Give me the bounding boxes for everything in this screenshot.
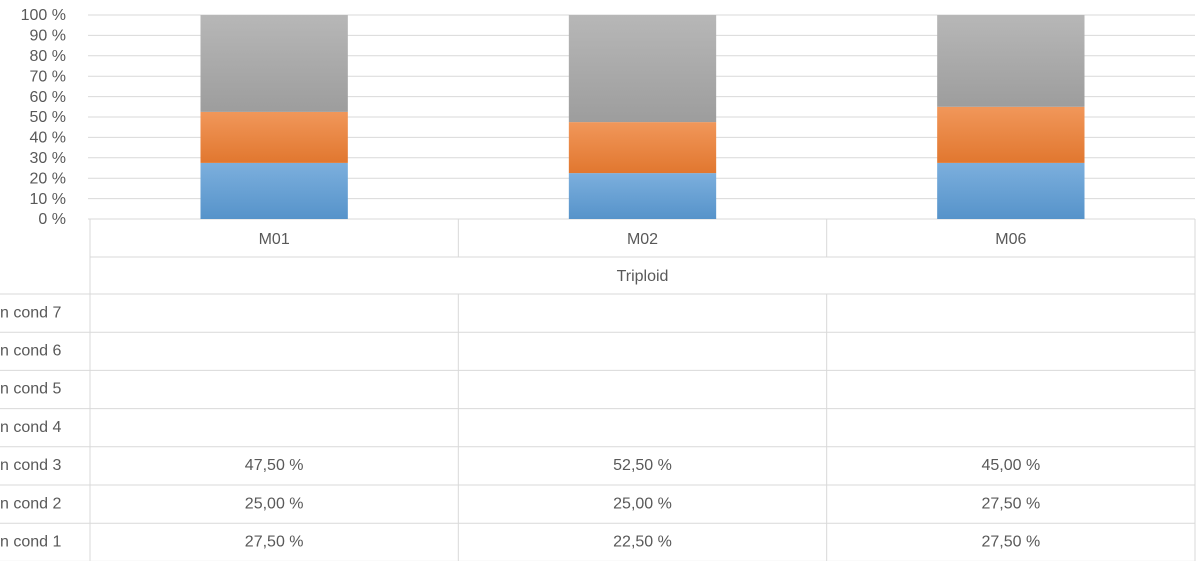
y-tick-label: 70 %	[30, 68, 66, 85]
legend-label: n cond 6	[0, 343, 61, 360]
data-label: 47,50 %	[245, 457, 304, 474]
bar-segment	[200, 15, 348, 112]
y-tick-label: 50 %	[30, 109, 66, 126]
bar-segment	[937, 106, 1085, 163]
y-tick-label: 30 %	[30, 150, 66, 167]
bar-segment	[568, 173, 717, 219]
bar-segment	[568, 122, 717, 174]
data-label: 27,50 %	[981, 495, 1040, 512]
bar-segment	[937, 15, 1085, 107]
data-label: 27,50 %	[981, 534, 1040, 551]
data-label: 45,00 %	[981, 457, 1040, 474]
y-tick-label: 40 %	[30, 130, 66, 147]
y-tick-label: 80 %	[30, 48, 66, 65]
legend-label: n cond 5	[0, 381, 61, 398]
bar-segment	[200, 162, 348, 219]
x-tick-label: M02	[627, 231, 658, 248]
data-label: 25,00 %	[613, 495, 672, 512]
y-tick-label: 100 %	[21, 7, 66, 24]
bar-segment	[568, 15, 717, 123]
data-label: 27,50 %	[245, 534, 304, 551]
x-tick-label: M06	[995, 231, 1026, 248]
data-label: 52,50 %	[613, 457, 672, 474]
data-label: 22,50 %	[613, 534, 672, 551]
y-tick-label: 10 %	[30, 191, 66, 208]
category-group-label: Triploid	[617, 268, 669, 285]
bar-segment	[937, 162, 1085, 219]
legend-label: n cond 3	[0, 457, 61, 474]
y-tick-label: 20 %	[30, 170, 66, 187]
legend-label: n cond 7	[0, 304, 61, 321]
bar-segment	[200, 111, 348, 163]
legend-label: n cond 4	[0, 419, 61, 436]
legend-label: n cond 1	[0, 534, 61, 551]
y-tick-label: 0 %	[38, 211, 66, 228]
x-tick-label: M01	[259, 231, 290, 248]
legend-label: n cond 2	[0, 495, 61, 512]
y-tick-label: 90 %	[30, 28, 66, 45]
y-tick-label: 60 %	[30, 89, 66, 106]
data-label: 25,00 %	[245, 495, 304, 512]
